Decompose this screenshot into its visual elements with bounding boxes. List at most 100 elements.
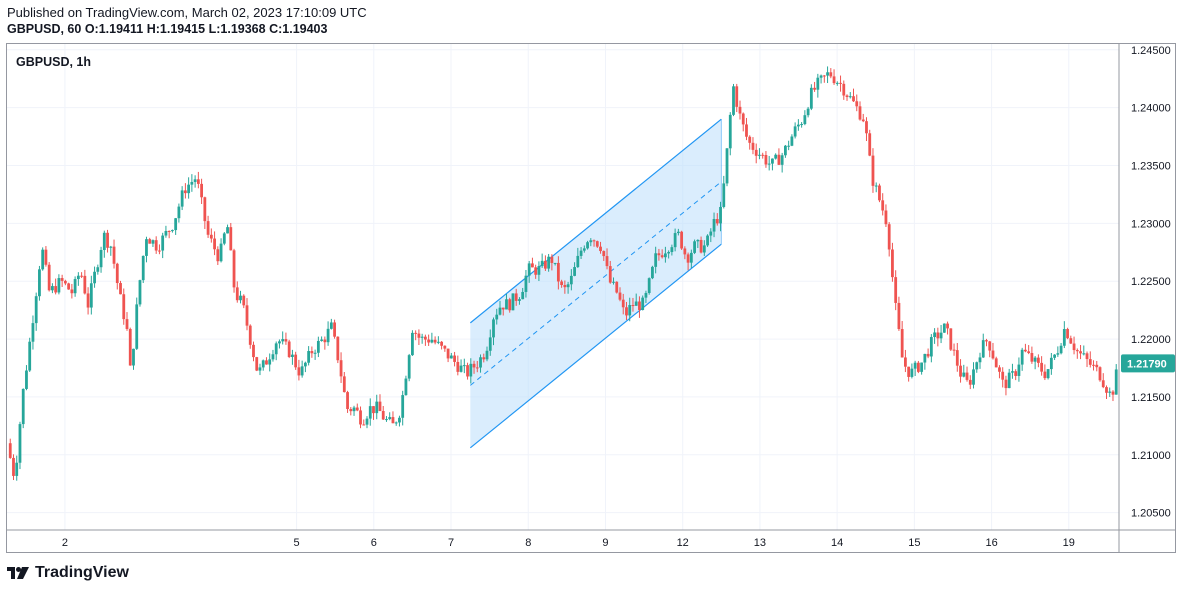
candle-body <box>154 240 158 251</box>
candle-body <box>702 245 706 253</box>
candle-body <box>1114 369 1118 395</box>
candle-body <box>93 271 96 284</box>
candle-body <box>57 278 61 293</box>
candle-body <box>527 263 531 276</box>
candle-body <box>255 357 259 371</box>
candle-body <box>482 357 486 360</box>
candle-body <box>641 297 645 310</box>
candle-body <box>187 184 191 194</box>
candle-body <box>1059 345 1063 354</box>
candle-body <box>612 281 615 283</box>
candle-body <box>391 417 395 424</box>
candle-body <box>774 154 778 159</box>
candle-body <box>235 287 239 301</box>
candle-body <box>793 126 797 137</box>
candle-body <box>414 332 418 334</box>
y-tick-label: 1.24000 <box>1131 103 1171 115</box>
candle-body <box>660 255 664 258</box>
candle-body <box>790 136 794 146</box>
candle-body <box>1049 357 1053 370</box>
candle-body <box>287 341 291 358</box>
candle-body <box>232 250 236 288</box>
candle-body <box>359 410 362 425</box>
candle-body <box>203 197 207 222</box>
candle-body <box>209 234 213 239</box>
candle-body <box>472 363 476 368</box>
channel-fill <box>470 119 722 448</box>
candle-body <box>294 354 298 368</box>
candle-body <box>115 263 119 284</box>
candle-body <box>576 255 580 268</box>
candle-body <box>735 86 739 107</box>
candle-body <box>375 401 379 414</box>
candle-body <box>676 231 680 234</box>
candle-body <box>1014 371 1018 376</box>
candle-body <box>125 319 129 329</box>
candle-body <box>887 224 891 250</box>
candle-body <box>663 253 667 258</box>
candle-body <box>566 284 570 288</box>
candle-body <box>771 158 774 164</box>
candle-body <box>407 355 411 379</box>
candle-body <box>822 75 826 77</box>
candle-body <box>495 314 499 320</box>
price-chart[interactable]: 1.20500 1.21000 1.21500 1.22000 1.22500 1.230… <box>7 44 1175 552</box>
candle-body <box>453 355 456 362</box>
candle-body <box>809 87 813 109</box>
candle-body <box>300 366 304 376</box>
candle-body <box>51 286 54 291</box>
symbol-interval: GBPUSD, 60 <box>7 22 82 36</box>
candle-body <box>550 256 554 263</box>
candle-body <box>946 323 949 329</box>
candle-body <box>1082 353 1086 355</box>
candle-body <box>70 289 74 294</box>
candle-body <box>122 294 126 320</box>
candle-body <box>813 87 816 90</box>
candle-body <box>907 366 911 377</box>
candle-body <box>446 348 450 359</box>
candle-body <box>427 339 431 343</box>
candle-body <box>855 101 859 107</box>
candle-body <box>196 179 200 184</box>
candle-body <box>651 266 654 279</box>
x-tick-label: 19 <box>1063 537 1075 549</box>
candle-body <box>758 154 761 156</box>
candle-body <box>1095 364 1099 368</box>
candle-body <box>38 269 41 297</box>
candle-body <box>1069 338 1073 344</box>
x-tick-label: 7 <box>448 537 454 549</box>
candle-body <box>99 249 103 268</box>
candle-body <box>316 340 320 353</box>
candle-body <box>145 239 148 256</box>
tradingview-logo-icon <box>7 567 29 579</box>
candle-body <box>894 277 898 303</box>
candle-body <box>291 354 294 358</box>
candle-body <box>112 246 116 264</box>
x-tick-label: 12 <box>677 537 689 549</box>
candle-body <box>440 341 444 346</box>
candle-body <box>709 231 713 236</box>
candle-body <box>284 339 288 342</box>
candle-body <box>158 250 161 252</box>
candle-body <box>835 82 839 84</box>
candle-body <box>939 332 943 339</box>
candle-body <box>219 243 223 262</box>
candle-body <box>868 133 872 156</box>
candle-body <box>706 235 709 246</box>
candle-body <box>806 108 810 116</box>
candle-body <box>1001 371 1005 380</box>
candle-body <box>297 367 301 376</box>
candle-body <box>323 339 327 343</box>
candle-body <box>459 365 463 372</box>
candle-body <box>968 379 972 385</box>
candle-body <box>754 149 758 156</box>
candle-body <box>1011 371 1014 373</box>
close-value: 1.19403 <box>282 22 328 36</box>
candle-body <box>18 424 22 463</box>
candle-body <box>732 86 735 115</box>
chart-frame[interactable]: 1.20500 1.21000 1.21500 1.22000 1.22500 1.230… <box>6 43 1176 553</box>
candle-body <box>161 235 165 251</box>
candle-body <box>673 233 677 248</box>
candle-body <box>449 355 453 359</box>
candle-body <box>1030 353 1034 362</box>
